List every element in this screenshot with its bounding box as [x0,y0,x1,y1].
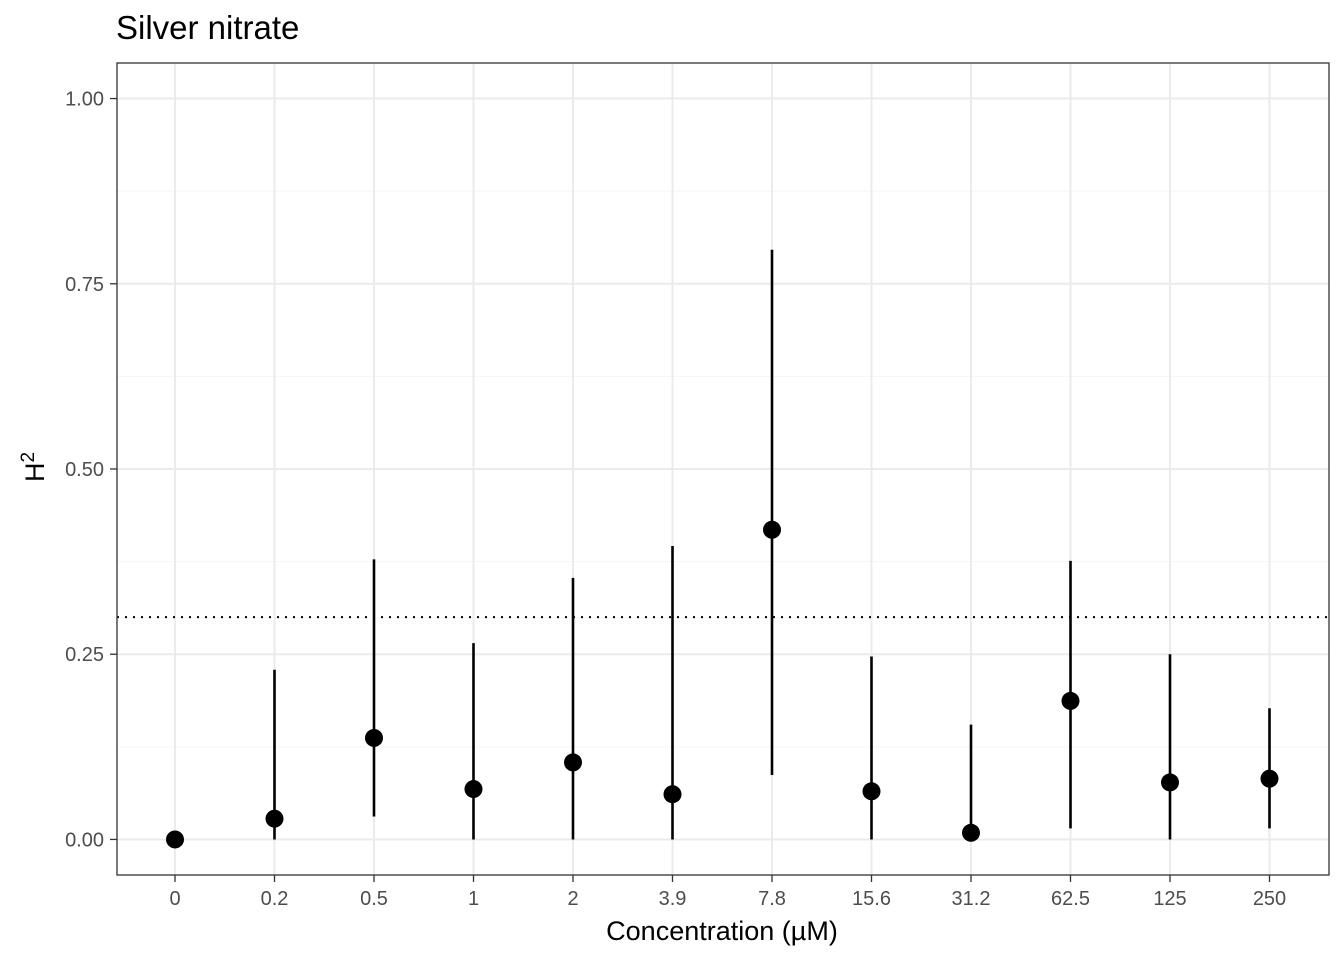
x-tick-label: 3.9 [659,888,687,910]
y-axis-title-base: H [20,463,50,483]
x-axis-title: Concentration (µM) [606,916,838,946]
x-axis: 0 0.2 0.5 1 2 3.9 7.8 15.6 31.2 62.5 125 250 [169,875,1286,910]
grid [117,63,1329,875]
data-points [166,520,1279,849]
chart-title: Silver nitrate [116,9,299,46]
y-tick-label: 0.50 [65,459,104,481]
data-point-3.9 [663,785,682,804]
data-point-1 [464,780,483,799]
data-point-2 [564,753,582,772]
y-tick-label: 0.00 [65,829,104,851]
x-tick-label: 0.5 [360,888,388,910]
data-point-0.5 [365,728,383,747]
y-axis: 0.00 0.25 0.50 0.75 1.00 [65,89,117,851]
x-tick-label: 0 [169,888,180,910]
x-tick-label: 62.5 [1051,888,1090,910]
x-tick-label: 15.6 [852,888,891,910]
y-tick-label: 1.00 [65,89,104,111]
data-point-0.2 [265,809,284,828]
x-tick-label: 125 [1153,888,1186,910]
data-point-250 [1260,769,1279,788]
data-point-125 [1161,773,1179,792]
y-axis-title: H2 [18,452,51,482]
y-axis-title-superscript: 2 [18,452,39,463]
data-point-15.6 [862,782,881,801]
data-point-62.5 [1061,691,1080,710]
y-tick-label: 0.25 [65,644,104,666]
x-tick-label: 0.2 [261,888,289,910]
x-tick-label: 7.8 [758,888,786,910]
data-point-31.2 [962,823,980,842]
x-tick-label: 2 [567,888,578,910]
y-tick-label: 0.75 [65,274,104,296]
x-tick-label: 31.2 [952,888,991,910]
data-point-0 [166,830,184,849]
error-bars [273,249,1271,840]
x-tick-label: 1 [468,888,479,910]
data-point-7.8 [763,520,781,539]
x-tick-label: 250 [1253,888,1286,910]
